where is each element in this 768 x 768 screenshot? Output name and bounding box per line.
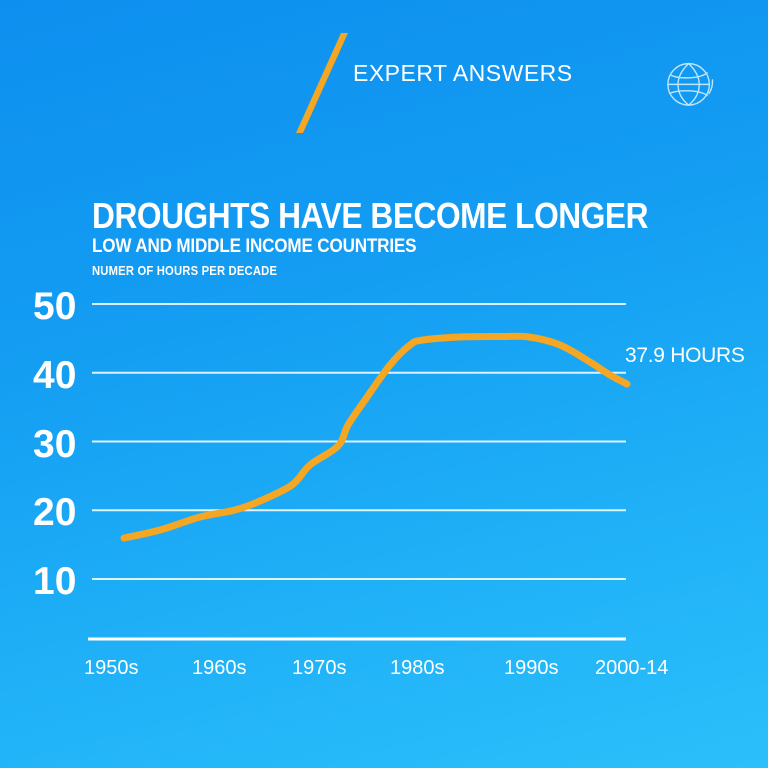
svg-text:1980s: 1980s xyxy=(390,657,445,679)
svg-text:50: 50 xyxy=(33,285,76,328)
svg-text:1950s: 1950s xyxy=(84,657,139,679)
svg-text:37.9 HOURS: 37.9 HOURS xyxy=(625,344,745,367)
svg-text:10: 10 xyxy=(33,560,76,603)
svg-text:1970s: 1970s xyxy=(292,657,347,679)
svg-text:2000-14: 2000-14 xyxy=(595,657,668,679)
svg-text:40: 40 xyxy=(33,354,76,397)
svg-text:20: 20 xyxy=(33,491,76,534)
svg-text:1990s: 1990s xyxy=(504,657,559,679)
svg-text:1960s: 1960s xyxy=(192,657,247,679)
svg-text:30: 30 xyxy=(33,423,76,466)
